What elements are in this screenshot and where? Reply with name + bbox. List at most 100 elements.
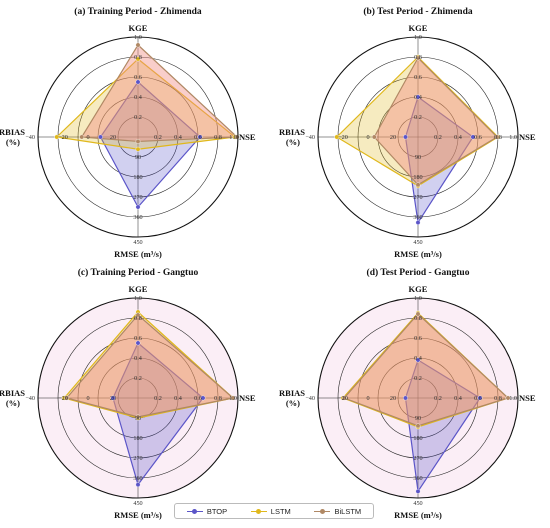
tick-label-rmse: 360 bbox=[133, 214, 142, 221]
radar-panel-4: 0.2 0.4 0.6 0.8 1.0 0.2 0.4 0.6 0.8 1.0 90 180 270 36… bbox=[279, 267, 536, 520]
panel-title: (c) Training Period - Gangtuo bbox=[78, 267, 199, 278]
tick-label-nse: 0.8 bbox=[214, 395, 222, 402]
series-point-bilstm bbox=[415, 55, 421, 61]
tick-label-rbias: 0 bbox=[86, 134, 89, 141]
tick-label-nse: 0.6 bbox=[194, 134, 202, 141]
series-point-bilstm bbox=[371, 134, 377, 140]
series-point-bilstm bbox=[505, 395, 511, 401]
tick-label-rmse: 180 bbox=[413, 174, 422, 181]
tick-label-rmse: 90 bbox=[415, 415, 421, 422]
tick-label-kge: 0.6 bbox=[414, 335, 422, 342]
radar-panel-3: 0.2 0.4 0.6 0.8 1.0 0.2 0.4 0.6 0.8 1.0 90 180 270 36… bbox=[0, 267, 256, 520]
tick-label-rbias: −40 bbox=[25, 134, 35, 141]
outer-ring bbox=[37, 297, 239, 499]
tick-label-rbias: 20 bbox=[390, 395, 396, 402]
series-point-btop bbox=[403, 134, 408, 140]
axis-label-nse: NSE bbox=[519, 393, 536, 403]
axis-label-kge: KGE bbox=[129, 23, 148, 33]
tick-label-kge: 0.8 bbox=[414, 54, 422, 61]
tick-label-rmse: 270 bbox=[133, 455, 142, 462]
tick-label-nse: 0.6 bbox=[474, 134, 482, 141]
tick-label-kge: 0.2 bbox=[414, 114, 422, 121]
panel-title: (a) Training Period - Zhimenda bbox=[74, 6, 202, 17]
series-point-lstm bbox=[54, 134, 60, 140]
series-point-bilstm bbox=[230, 395, 236, 401]
axis-label-rbias: RBIAS bbox=[0, 388, 25, 398]
tick-label-rmse: 270 bbox=[413, 455, 422, 462]
tick-label-rmse: 90 bbox=[135, 415, 141, 422]
tick-label-nse: 0.2 bbox=[154, 395, 162, 402]
axis-label-rbias: RBIAS bbox=[279, 388, 305, 398]
tick-label-rbias: 0 bbox=[366, 134, 369, 141]
legend-swatch-lstm bbox=[250, 507, 267, 515]
tick-label-nse: 0.6 bbox=[474, 395, 482, 402]
series-point-btop bbox=[415, 357, 421, 363]
axis-label-rbias: RBIAS bbox=[0, 127, 25, 137]
tick-label-nse: 1.0 bbox=[509, 134, 517, 141]
tick-label-nse: 0.4 bbox=[174, 395, 182, 402]
axis-label-rmse: RMSE (m³/s) bbox=[114, 510, 162, 520]
series-point-bilstm bbox=[415, 311, 421, 317]
axis-label-nse: NSE bbox=[239, 132, 256, 142]
tick-label-nse: 1.0 bbox=[509, 395, 517, 402]
series-point-btop bbox=[197, 134, 203, 140]
tick-label-kge: 0.2 bbox=[134, 375, 142, 382]
series-point-bilstm bbox=[341, 395, 347, 401]
series-point-bilstm bbox=[135, 414, 141, 420]
legend-swatch-btop bbox=[186, 507, 203, 515]
outer-ring bbox=[317, 297, 519, 499]
tick-label-rmse: 450 bbox=[133, 239, 142, 246]
axis-label-rbias-unit: (%) bbox=[286, 137, 300, 147]
series-point-lstm bbox=[135, 56, 141, 62]
tick-label-rbias: −40 bbox=[25, 395, 35, 402]
series-point-lstm bbox=[334, 134, 340, 140]
tick-label-kge: 0.8 bbox=[134, 315, 142, 322]
tick-label-kge: 0.8 bbox=[134, 54, 142, 61]
tick-label-rbias: 0 bbox=[366, 395, 369, 402]
tick-label-rbias: −20 bbox=[338, 395, 348, 402]
tick-label-rmse: 180 bbox=[133, 174, 142, 181]
legend: BTOP LSTM BiLSTM bbox=[174, 503, 374, 519]
axis-label-rbias-unit: (%) bbox=[6, 137, 20, 147]
series-point-btop bbox=[470, 134, 476, 140]
tick-label-kge: 0.4 bbox=[414, 94, 422, 101]
series-point-bilstm bbox=[415, 182, 421, 188]
legend-item-bilstm: BiLSTM bbox=[314, 507, 361, 516]
tick-label-rmse: 450 bbox=[133, 500, 142, 507]
series-point-bilstm bbox=[494, 134, 500, 140]
series-point-bilstm bbox=[79, 134, 85, 140]
tick-label-kge: 1.0 bbox=[134, 34, 142, 41]
tick-label-rmse: 90 bbox=[135, 154, 141, 161]
axis-label-nse: NSE bbox=[239, 393, 256, 403]
tick-label-kge: 0.2 bbox=[414, 375, 422, 382]
outer-ring bbox=[37, 36, 239, 238]
tick-label-rbias: −20 bbox=[58, 134, 68, 141]
tick-label-nse: 0.8 bbox=[494, 395, 502, 402]
tick-label-rmse: 270 bbox=[413, 194, 422, 201]
series-point-btop bbox=[135, 204, 141, 210]
series-point-bilstm bbox=[415, 423, 421, 429]
tick-label-kge: 0.6 bbox=[414, 74, 422, 81]
tick-label-rbias: −20 bbox=[58, 395, 68, 402]
legend-item-btop: BTOP bbox=[186, 507, 227, 516]
tick-label-rbias: −40 bbox=[305, 134, 315, 141]
tick-label-kge: 1.0 bbox=[414, 295, 422, 302]
tick-label-nse: 1.0 bbox=[229, 134, 237, 141]
radar-panel-1: 0.2 0.4 0.6 0.8 1.0 0.2 0.4 0.6 0.8 1.0 90 180 270 36… bbox=[0, 6, 256, 259]
tick-label-rmse: 360 bbox=[133, 475, 142, 482]
legend-item-lstm: LSTM bbox=[250, 507, 291, 516]
axis-label-kge: KGE bbox=[129, 284, 148, 294]
outer-ring bbox=[317, 36, 519, 238]
tick-label-rmse: 450 bbox=[413, 500, 422, 507]
tick-label-nse: 0.4 bbox=[454, 395, 462, 402]
series-point-btop bbox=[135, 79, 141, 85]
tick-label-nse: 1.0 bbox=[229, 395, 237, 402]
tick-label-kge: 0.4 bbox=[414, 355, 422, 362]
tick-label-nse: 0.2 bbox=[434, 395, 442, 402]
tick-label-rbias: 20 bbox=[110, 134, 116, 141]
series-point-btop bbox=[415, 94, 421, 100]
tick-label-nse: 0.8 bbox=[494, 134, 502, 141]
tick-label-rmse: 360 bbox=[413, 214, 422, 221]
series-point-btop bbox=[200, 395, 206, 401]
